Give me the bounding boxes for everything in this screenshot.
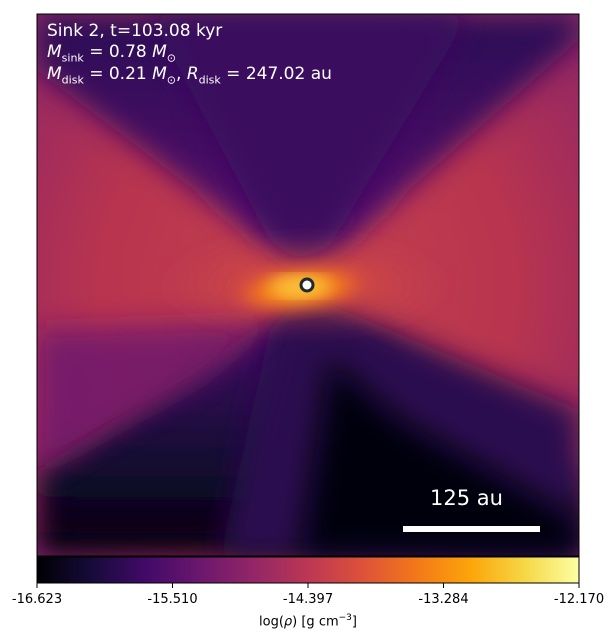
scale-bar	[403, 526, 540, 532]
msun-symbol: M	[152, 42, 167, 62]
rdisk-value: = 247.02 au	[220, 64, 332, 84]
rdisk-sep: ,	[176, 64, 187, 84]
mdisk-sub: disk	[61, 73, 84, 87]
msink-sub: sink	[61, 51, 84, 65]
mdisk-value: = 0.21	[83, 64, 153, 84]
title-sink-time: Sink 2, t=103.08 kyr	[47, 21, 223, 41]
sink-marker	[299, 277, 315, 293]
title-disk-props: Mdisk = 0.21 M⊙, Rdisk = 247.02 au	[47, 64, 332, 87]
colorbar-tick-label: -16.623	[11, 592, 63, 607]
mdisk-sun-sub: ⊙	[166, 73, 177, 87]
cb-label-prefix: log(	[259, 614, 284, 630]
cb-label-suffix: ]	[351, 614, 357, 630]
mdisk-symbol: M	[47, 64, 62, 84]
rdisk-sub: disk	[198, 73, 221, 87]
colorbar-label: log(ρ) [g cm−3]	[259, 613, 357, 629]
cb-label-rho: ρ	[283, 614, 293, 630]
colorbar-tick-label: -14.397	[282, 592, 334, 607]
msun-sub: ⊙	[166, 51, 177, 65]
cb-label-exp: −3	[338, 613, 352, 623]
title-sink-mass: Msink = 0.78 M⊙	[47, 42, 177, 65]
rdisk-symbol: R	[186, 64, 199, 84]
msink-value: = 0.78	[83, 42, 153, 62]
mdisk-sun-symbol: M	[152, 64, 167, 84]
msink-symbol: M	[47, 42, 62, 62]
colorbar-ticks	[36, 583, 580, 588]
plot-frame	[36, 13, 580, 557]
colorbar-tick-label: -12.170	[553, 592, 605, 607]
colorbar	[36, 556, 580, 584]
cb-label-mid: ) [g cm	[292, 614, 339, 630]
colorbar-tick-label: -13.284	[418, 592, 469, 607]
colorbar-tick-label: -15.510	[147, 592, 198, 607]
scale-bar-label: 125 au	[430, 486, 503, 510]
